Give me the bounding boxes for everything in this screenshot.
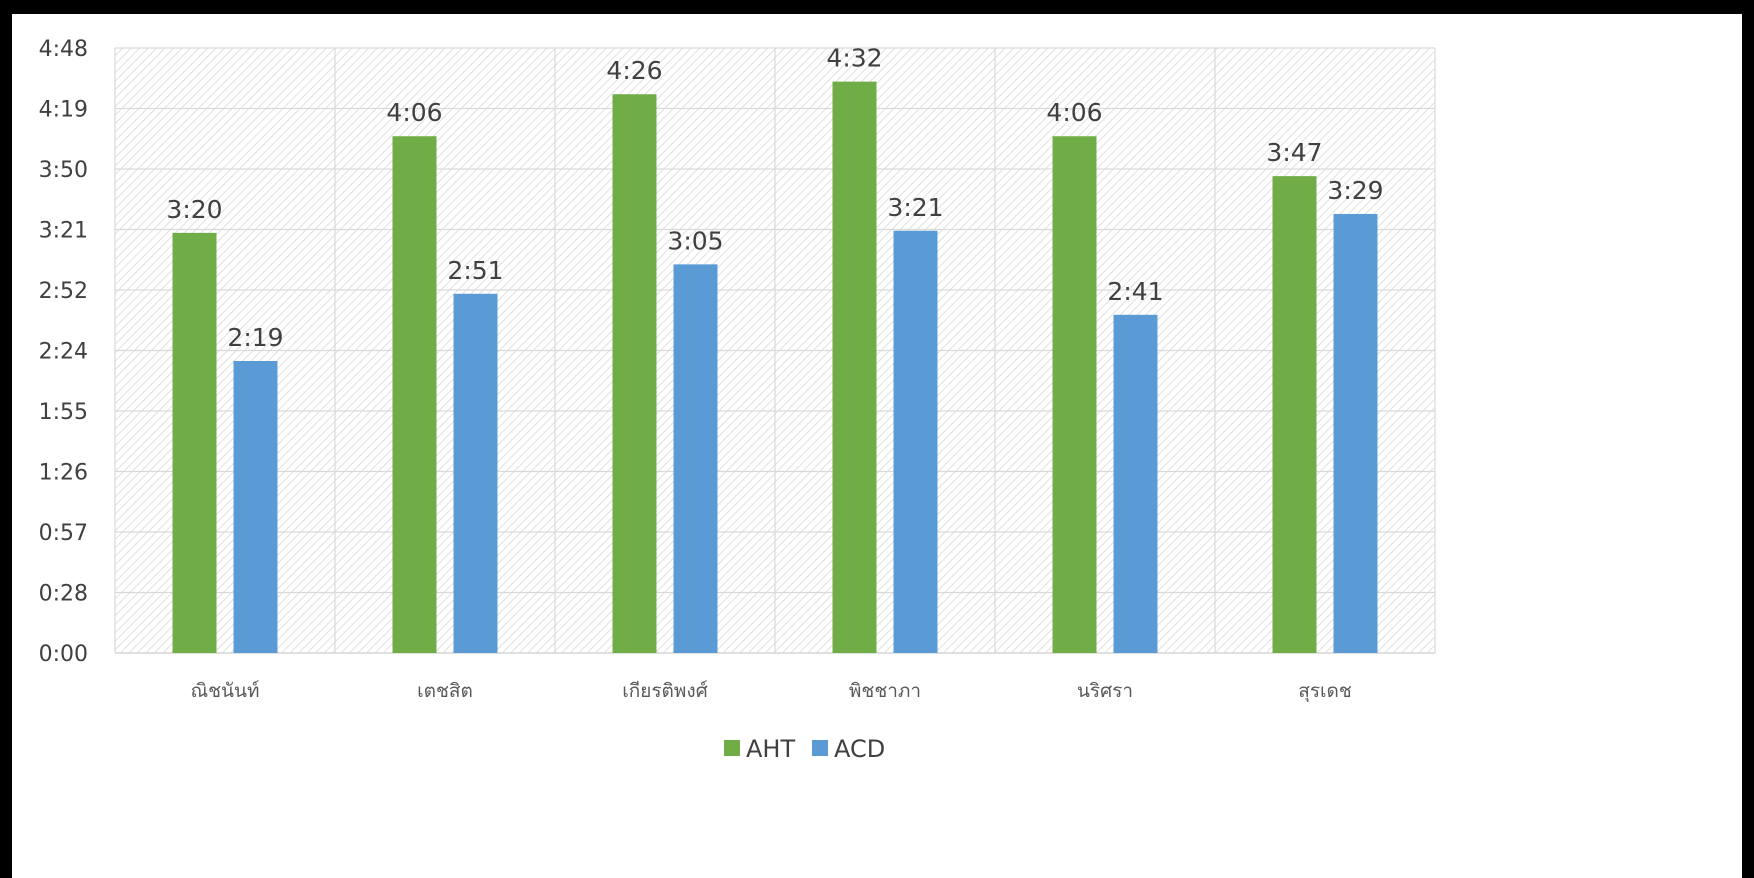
data-label-aht: 3:20 bbox=[166, 195, 222, 224]
bar-acd bbox=[453, 293, 498, 653]
bar-aht bbox=[1272, 176, 1317, 653]
data-label-aht: 4:26 bbox=[606, 56, 662, 85]
bar-aht bbox=[1052, 136, 1097, 654]
bar-acd bbox=[893, 230, 938, 653]
y-tick-label: 4:19 bbox=[39, 98, 88, 123]
y-tick-label: 1:26 bbox=[39, 461, 88, 486]
data-label-aht: 4:06 bbox=[386, 98, 442, 127]
data-label-acd: 3:05 bbox=[667, 226, 723, 255]
bars bbox=[172, 81, 1378, 654]
data-label-aht: 4:32 bbox=[826, 44, 882, 73]
bar-acd bbox=[233, 361, 278, 653]
y-tick-label: 1:55 bbox=[39, 400, 88, 425]
gridlines bbox=[114, 47, 1436, 654]
x-tick-label: เกียรติพงศ์ bbox=[622, 680, 708, 702]
x-tick-label: เตชสิต bbox=[417, 680, 473, 702]
data-label-acd: 2:19 bbox=[227, 323, 283, 352]
legend: AHT ACD bbox=[724, 735, 885, 763]
data-label-aht: 3:47 bbox=[1266, 138, 1322, 167]
bar-aht bbox=[612, 94, 657, 654]
y-axis: 0:00 0:28 0:57 1:26 1:55 2:24 2:52 3:21 3:50 4:19… bbox=[39, 37, 88, 667]
data-label-acd: 2:41 bbox=[1107, 277, 1163, 306]
y-tick-label: 2:24 bbox=[39, 340, 88, 365]
bar-chart: 0:00 0:28 0:57 1:26 1:55 2:24 2:52 3:21 3:50 4:19… bbox=[39, 37, 1436, 763]
bar-acd bbox=[1333, 213, 1378, 653]
x-tick-label: นริศรา bbox=[1077, 680, 1133, 702]
legend-label-aht: AHT bbox=[746, 735, 795, 763]
bar-aht bbox=[832, 81, 877, 654]
y-tick-label: 3:50 bbox=[39, 158, 88, 183]
bar-acd bbox=[673, 264, 718, 653]
bar-acd bbox=[1113, 314, 1158, 653]
chart-panel: 0:00 0:28 0:57 1:26 1:55 2:24 2:52 3:21 3:50 4:19… bbox=[12, 14, 1742, 878]
y-tick-label: 0:28 bbox=[39, 582, 88, 607]
y-tick-label: 2:52 bbox=[39, 279, 88, 304]
data-labels: 3:20 2:19 4:06 2:51 4:26 3:05 4:32 3:21 4:06 2:41… bbox=[166, 44, 1383, 352]
x-tick-label: พิชชาภา bbox=[849, 680, 921, 702]
data-label-acd: 2:51 bbox=[447, 256, 503, 285]
legend-label-acd: ACD bbox=[834, 735, 885, 763]
x-tick-label: ณิชนันท์ bbox=[190, 680, 259, 702]
data-label-acd: 3:29 bbox=[1327, 176, 1383, 205]
y-tick-label: 3:21 bbox=[39, 219, 88, 244]
legend-swatch-acd bbox=[812, 740, 828, 756]
y-tick-label: 0:57 bbox=[39, 521, 88, 546]
bar-aht bbox=[172, 232, 217, 653]
y-tick-label: 0:00 bbox=[39, 642, 88, 667]
data-label-acd: 3:21 bbox=[887, 193, 943, 222]
bar-aht bbox=[392, 136, 437, 654]
x-axis: ณิชนันท์ เตชสิต เกียรติพงศ์ พิชชาภา นริศรา สุ… bbox=[190, 680, 1351, 703]
legend-swatch-aht bbox=[724, 740, 740, 756]
data-label-aht: 4:06 bbox=[1046, 98, 1102, 127]
y-tick-label: 4:48 bbox=[39, 37, 88, 62]
x-tick-label: สุรเดช bbox=[1298, 680, 1352, 703]
